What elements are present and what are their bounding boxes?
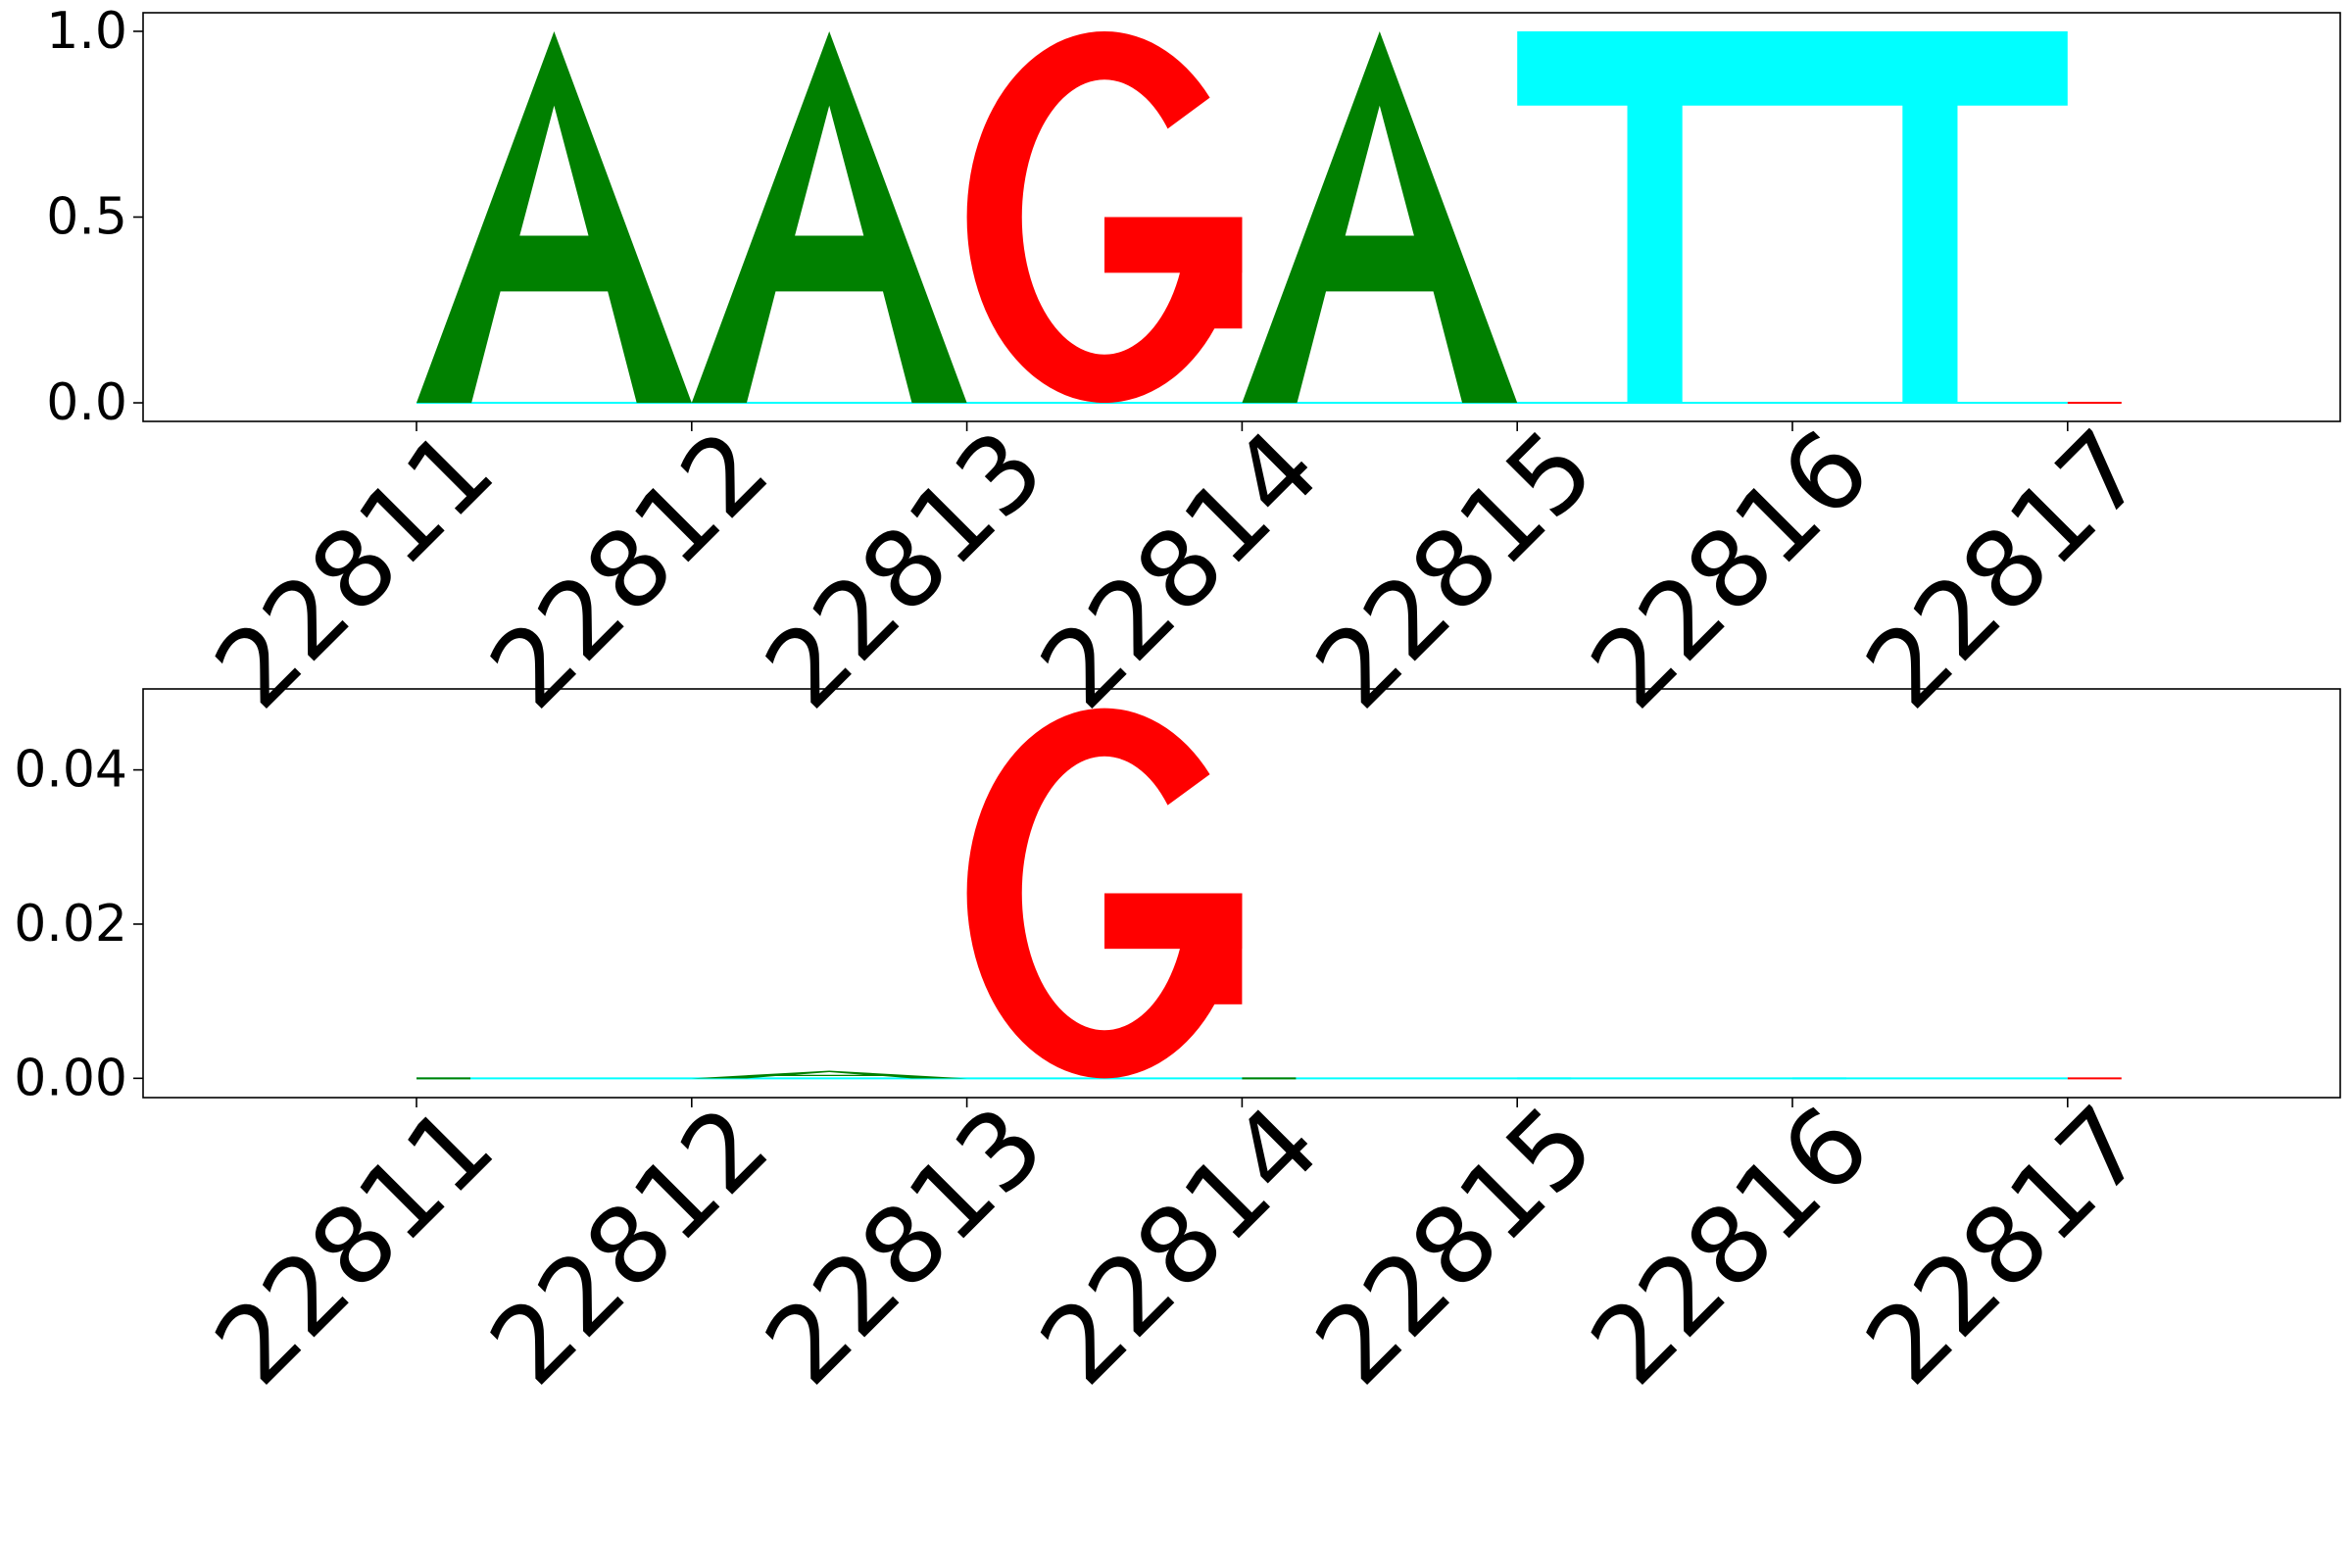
- logo-letter-a: [416, 30, 692, 404]
- logo-letter-a: [1242, 30, 1518, 404]
- logo-letter-g: [966, 30, 1243, 404]
- y-tick-label: 1.0: [46, 2, 127, 61]
- logo-letter-a: [691, 1070, 967, 1079]
- logo-letter-g: [966, 708, 1243, 1079]
- y-tick-label: 0.00: [14, 1049, 127, 1107]
- x-tick-label: 22817: [1843, 1084, 2168, 1408]
- x-tick-label: 22817: [1843, 408, 2168, 732]
- y-tick-label: 0.02: [14, 895, 127, 954]
- logo-letter-t: [1517, 30, 1792, 404]
- logo-panel-bottom: 0.000.020.042281122812228132281422815228…: [14, 688, 2341, 1408]
- x-tick-label: 22813: [743, 408, 1067, 732]
- x-tick-label: 22815: [1294, 408, 1618, 732]
- logo-letter-t: [1792, 30, 2068, 404]
- x-tick-label: 22816: [1568, 1084, 1892, 1408]
- logo-panel-top: 0.0 0.5 1.0 2281122812228132281422815228162…: [46, 2, 2341, 732]
- x-tick-label: 22811: [192, 408, 516, 732]
- x-tick-label: 22812: [467, 408, 792, 732]
- x-tick-label: 22811: [192, 1084, 516, 1408]
- y-tick-label: 0.5: [46, 188, 127, 247]
- x-tick-label: 22814: [1018, 408, 1343, 732]
- x-tick-label: 22813: [743, 1084, 1067, 1408]
- logo-letter-a: [691, 30, 967, 404]
- y-tick-label: 0.0: [46, 373, 127, 432]
- x-tick-label: 22812: [467, 1084, 792, 1408]
- x-tick-label: 22814: [1018, 1084, 1343, 1408]
- x-tick-label: 22815: [1294, 1084, 1618, 1408]
- y-tick-label: 0.04: [14, 741, 127, 800]
- x-tick-label: 22816: [1568, 408, 1892, 732]
